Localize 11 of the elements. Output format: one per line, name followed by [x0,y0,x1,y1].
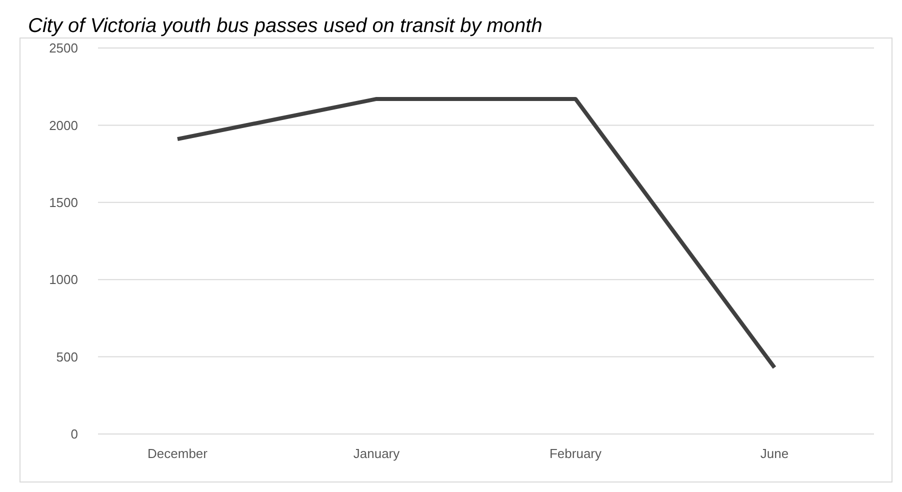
x-tick-label: January [353,446,400,461]
x-tick-label: February [549,446,602,461]
x-tick-label: December [148,446,208,461]
y-tick-label: 0 [70,426,78,442]
y-tick-label: 2000 [49,118,78,133]
x-tick-label: June [760,446,789,461]
y-tick-label: 1000 [49,272,78,288]
y-tick-label: 1500 [49,194,78,210]
chart-title: City of Victoria youth bus passes used on transit by month [28,15,542,37]
y-tick-label: 500 [56,349,78,364]
y-tick-label: 2500 [49,40,78,56]
